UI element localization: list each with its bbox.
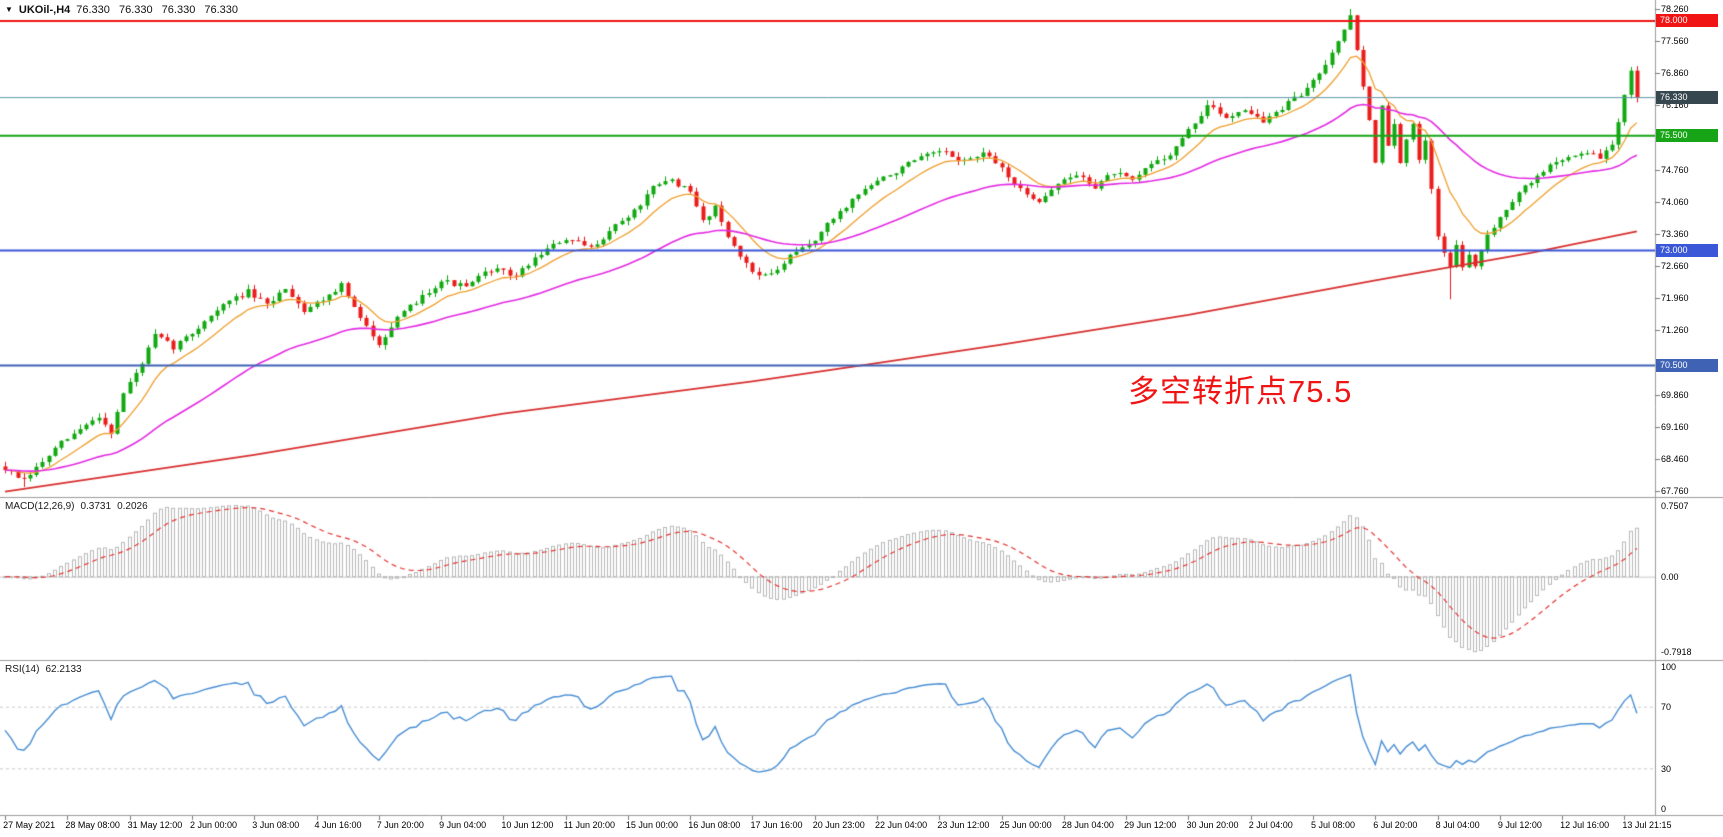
macd-signal-value: 0.2026: [117, 501, 148, 512]
chart-header: ▼ UKOil-,H4 76.330 76.330 76.330 76.330: [5, 4, 238, 16]
price-level-badge: 73.000: [1656, 244, 1718, 258]
time-tick-label: 10 Jun 12:00: [501, 820, 554, 830]
time-tick-label: 31 May 12:00: [127, 820, 183, 830]
price-tick-label: 78.260: [1661, 3, 1689, 14]
chart-dropdown-arrow-icon[interactable]: ▼: [5, 5, 13, 14]
time-tick-label: 30 Jun 20:00: [1186, 820, 1239, 830]
macd-tick-label: -0.7918: [1661, 646, 1692, 657]
time-tick-label: 29 Jun 12:00: [1124, 820, 1177, 830]
macd-main-value: 0.3731: [80, 501, 112, 512]
time-tick-label: 22 Jun 04:00: [875, 820, 928, 830]
time-tick-label: 11 Jun 20:00: [563, 820, 616, 830]
price-level-badge: 75.500: [1656, 129, 1718, 143]
rsi-indicator-label: RSI(14) 62.2133: [5, 664, 88, 675]
ohlc-values: 76.330 76.330 76.330 76.330: [76, 4, 239, 16]
price-tick-label: 67.760: [1661, 486, 1689, 497]
time-tick-label: 17 Jun 16:00: [750, 820, 803, 830]
rsi-value: 62.2133: [45, 664, 82, 675]
macd-indicator-label: MACD(12,26,9) 0.3731 0.2026: [5, 501, 154, 512]
time-tick-label: 6 Jul 20:00: [1373, 820, 1418, 830]
price-tick-label: 76.160: [1661, 100, 1689, 111]
time-tick-label: 8 Jul 04:00: [1435, 820, 1480, 830]
price-tick-label: 71.960: [1661, 293, 1689, 304]
rsi-tick-label: 70: [1661, 702, 1672, 713]
price-tick-label: 71.260: [1661, 325, 1689, 336]
price-tick-label: 73.360: [1661, 229, 1689, 240]
current-price-badge: 76.330: [1656, 91, 1718, 105]
time-tick-label: 5 Jul 08:00: [1311, 820, 1356, 830]
time-tick-label: 2 Jul 04:00: [1248, 820, 1293, 830]
price-level-badge: 70.500: [1656, 358, 1718, 372]
price-tick-label: 74.060: [1661, 196, 1689, 207]
macd-tick-label: 0.00: [1661, 571, 1679, 582]
macd-tick-label: 0.7507: [1661, 500, 1689, 511]
time-tick-label: 9 Jul 12:00: [1497, 820, 1542, 830]
time-tick-label: 3 Jun 08:00: [252, 820, 300, 830]
price-level-badge: 78.000: [1656, 14, 1718, 28]
time-tick-label: 23 Jun 12:00: [937, 820, 990, 830]
price-tick-label: 77.560: [1661, 36, 1689, 47]
time-tick-label: 16 Jun 08:00: [688, 820, 741, 830]
rsi-tick-label: 100: [1661, 662, 1677, 672]
price-tick-label: 69.860: [1661, 389, 1689, 400]
time-tick-label: 28 Jun 04:00: [1061, 820, 1114, 830]
macd-name: MACD(12,26,9): [5, 501, 75, 512]
price-tick-label: 74.760: [1661, 164, 1689, 175]
time-tick-label: 25 Jun 00:00: [999, 820, 1052, 830]
rsi-tick-label: 0: [1661, 804, 1667, 814]
time-tick-label: 12 Jul 16:00: [1560, 820, 1610, 830]
time-tick-label: 28 May 08:00: [65, 820, 120, 830]
symbol-timeframe-label: UKOil-,H4: [18, 4, 71, 16]
time-tick-label: 13 Jul 21:15: [1622, 820, 1672, 830]
rsi-tick-label: 30: [1661, 763, 1672, 774]
time-tick-label: 27 May 2021: [3, 820, 56, 830]
time-tick-label: 2 Jun 00:00: [189, 820, 237, 830]
chart-annotation-text[interactable]: 多空转折点75.5: [1128, 374, 1353, 409]
time-tick-label: 7 Jun 20:00: [376, 820, 424, 830]
price-axis[interactable]: 78.260 77.560 76.860 76.160 74.760 74.060 73.3…: [1656, 0, 1723, 816]
time-axis[interactable]: 27 May 2021 28 May 08:00 31 May 12:00 2 Jun…: [0, 817, 1723, 837]
price-tick-label: 69.160: [1661, 421, 1689, 432]
rsi-name: RSI(14): [5, 664, 40, 675]
time-tick-label: 15 Jun 00:00: [625, 820, 678, 830]
time-tick-label: 4 Jun 16:00: [314, 820, 362, 830]
price-tick-label: 72.660: [1661, 261, 1689, 272]
time-tick-label: 20 Jun 23:00: [812, 820, 865, 830]
price-tick-label: 76.860: [1661, 68, 1689, 79]
price-tick-label: 68.460: [1661, 454, 1689, 465]
time-tick-label: 9 Jun 04:00: [439, 820, 487, 830]
